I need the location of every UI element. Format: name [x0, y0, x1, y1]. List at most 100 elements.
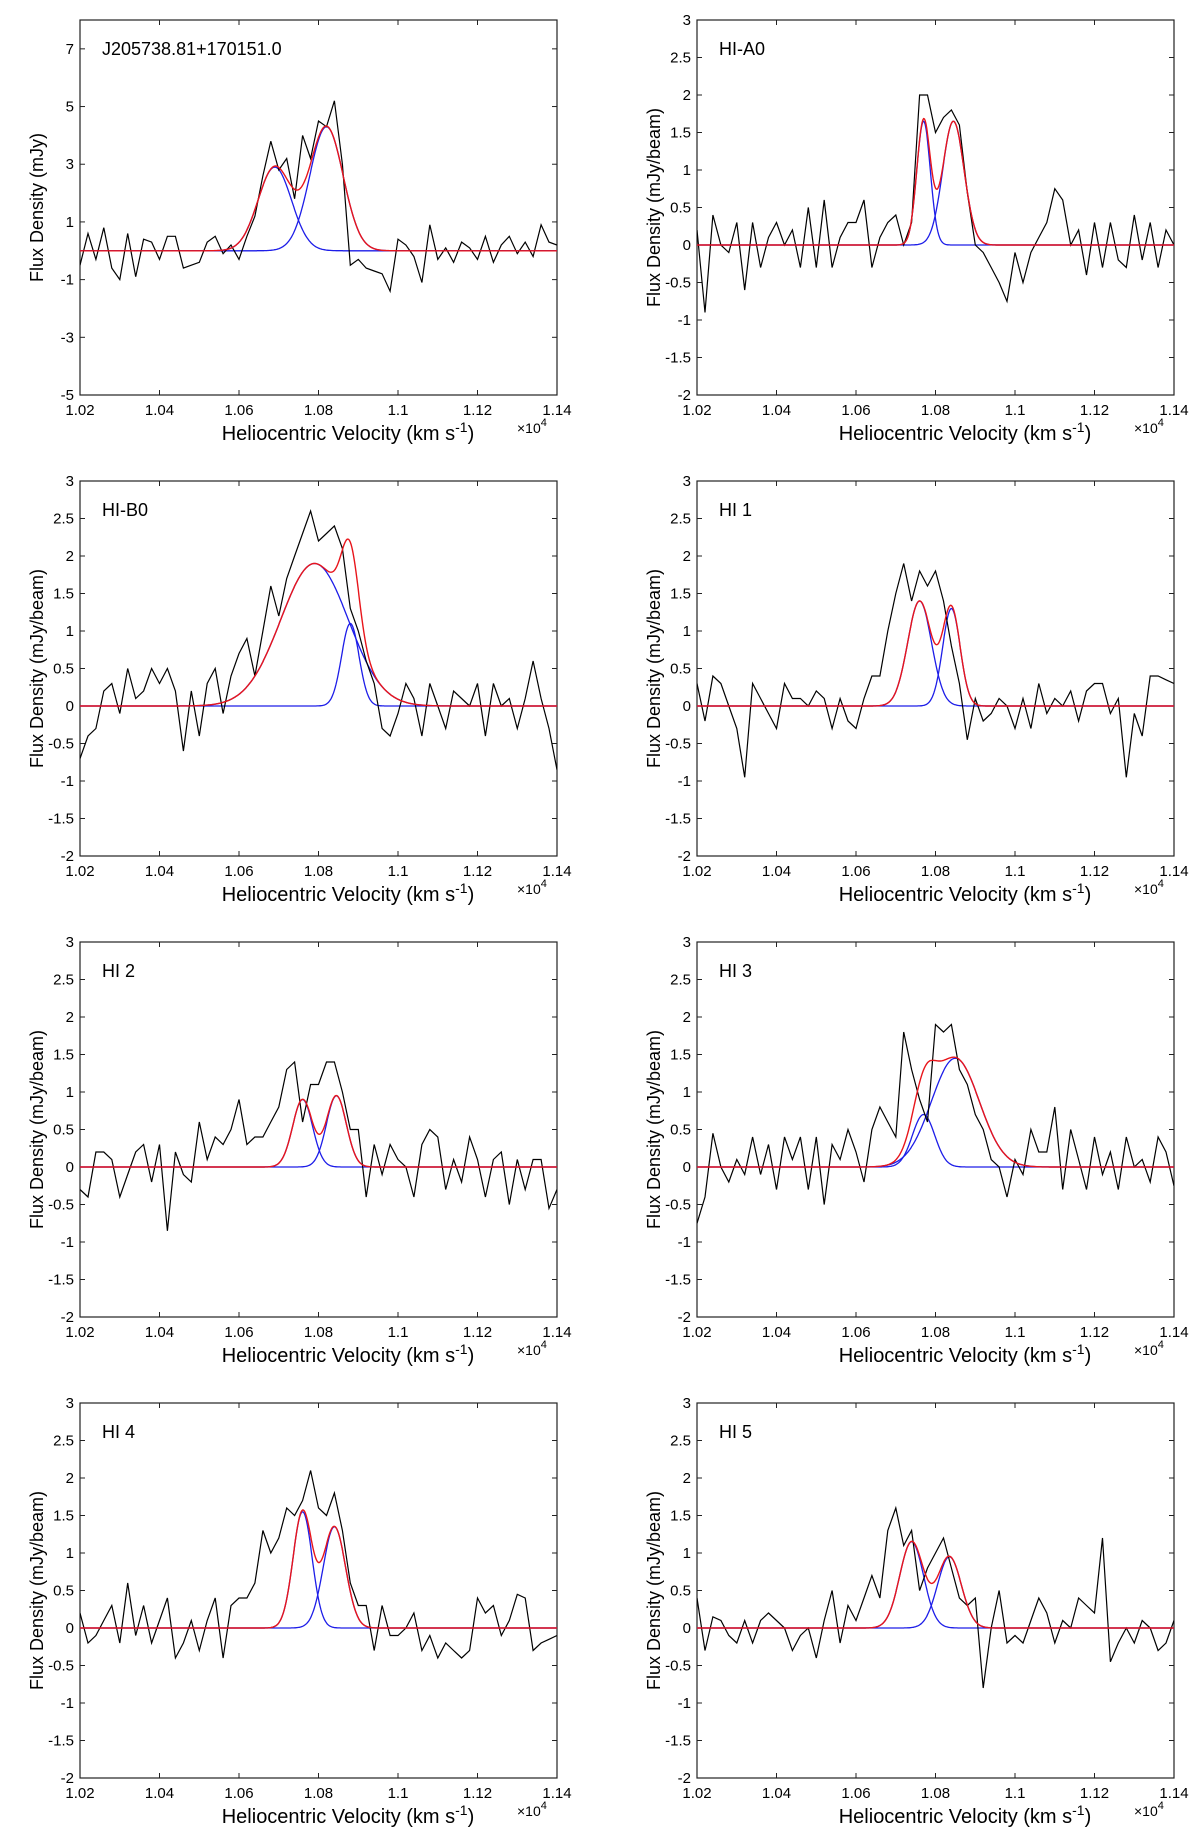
y-tick-label: 1.5	[53, 586, 74, 603]
plot-frame	[79, 941, 558, 1318]
panel-title: HI-A0	[719, 39, 765, 59]
observed-spectrum	[80, 100, 557, 294]
y-tick-label: 2.5	[53, 511, 74, 528]
panel-title: HI 3	[719, 961, 752, 981]
plot-area	[697, 1505, 1174, 1689]
y-tick-label: 2	[66, 1470, 74, 1487]
y-tick-label: 2	[66, 1009, 74, 1026]
y-tick-label: 0	[66, 698, 74, 715]
y-tick-label: 2.5	[53, 1433, 74, 1450]
panel-1: 1.02 1.04 1.06 1.08 1.1 1.12 1.14 -5 -3 -1 1 3 5 7 Hel…	[27, 19, 572, 445]
gaussian-component-2	[80, 126, 557, 252]
observed-spectrum	[697, 1023, 1174, 1224]
x-tick-label: 1.04	[145, 863, 174, 880]
y-tick-label: 0	[683, 1159, 691, 1176]
y-tick-label: -2	[61, 1309, 74, 1326]
x-tick-label: 1.14	[1159, 1324, 1188, 1341]
x-multiplier: ×104	[1134, 878, 1164, 897]
y-tick-label: -1	[61, 773, 74, 790]
x-tick-label: 1.08	[304, 1785, 333, 1802]
y-tick-label: 1.5	[670, 586, 691, 603]
x-tick-label: 1.1	[388, 863, 409, 880]
gaussian-component-1	[697, 1541, 1174, 1629]
y-tick-label: -3	[61, 329, 74, 346]
observed-spectrum	[80, 1470, 557, 1660]
plot-frame	[696, 19, 1175, 396]
y-tick-label: -0.5	[665, 275, 691, 292]
x-tick-label: 1.06	[224, 402, 253, 419]
y-axis-label: Flux Density (mJy/beam)	[644, 1030, 664, 1229]
y-tick-label: 2	[66, 548, 74, 565]
x-tick-label: 1.1	[388, 1324, 409, 1341]
x-tick-label: 1.04	[145, 1324, 174, 1341]
x-tick-label: 1.08	[921, 1324, 950, 1341]
y-tick-label: -1	[678, 1695, 691, 1712]
x-axis-label: Heliocentric Velocity (km s-1)	[839, 880, 1092, 906]
y-tick-label: 3	[66, 156, 74, 173]
y-tick-label: 1	[66, 214, 74, 231]
x-tick-label: 1.14	[1159, 1785, 1188, 1802]
x-tick-label: 1.12	[463, 863, 492, 880]
y-tick-label: -0.5	[48, 1197, 74, 1214]
x-tick-label: 1.1	[388, 1785, 409, 1802]
gaussian-component-2	[697, 120, 1174, 246]
x-tick-label: 1.1	[1005, 1785, 1026, 1802]
y-tick-label: 1	[683, 1545, 691, 1562]
panel-title: HI 5	[719, 1422, 752, 1442]
x-tick-label: 1.06	[841, 402, 870, 419]
y-tick-label: 7	[66, 41, 74, 58]
y-tick-label: 3	[66, 934, 74, 951]
y-tick-label: 1	[683, 623, 691, 640]
x-tick-label: 1.06	[224, 863, 253, 880]
y-tick-label: 0.5	[670, 661, 691, 678]
x-tick-label: 1.12	[1080, 402, 1109, 419]
panel-3: 1.02 1.04 1.06 1.08 1.1 1.12 1.14 -2 -1.5 -1 -0.5 0…	[27, 473, 572, 906]
y-tick-label: -1.5	[48, 1272, 74, 1289]
x-tick-label: 1.04	[762, 863, 791, 880]
y-tick-label: 3	[66, 1395, 74, 1412]
x-tick-label: 1.06	[224, 1785, 253, 1802]
y-tick-label: 1	[66, 1545, 74, 1562]
y-tick-label: 2.5	[670, 50, 691, 67]
total-fit	[697, 1540, 1174, 1629]
y-tick-label: 2	[683, 548, 691, 565]
y-tick-label: -1.5	[48, 811, 74, 828]
y-tick-label: -1.5	[665, 350, 691, 367]
x-axis-label: Heliocentric Velocity (km s-1)	[839, 1802, 1092, 1828]
x-tick-label: 1.14	[542, 1324, 571, 1341]
y-tick-label: 1.5	[53, 1047, 74, 1064]
plot-area	[697, 94, 1174, 313]
x-tick-label: 1.04	[145, 1785, 174, 1802]
x-tick-label: 1.02	[682, 402, 711, 419]
y-tick-label: 0	[683, 1620, 691, 1637]
y-tick-label: 2.5	[670, 511, 691, 528]
gaussian-component-1	[697, 1113, 1174, 1168]
y-axis-label: Flux Density (mJy/beam)	[644, 1491, 664, 1690]
y-tick-label: -1.5	[665, 811, 691, 828]
y-tick-label: 0.5	[53, 1122, 74, 1139]
x-tick-label: 1.1	[1005, 1324, 1026, 1341]
y-tick-label: 1	[66, 623, 74, 640]
y-tick-label: -1	[678, 1234, 691, 1251]
y-tick-label: 0.5	[53, 1583, 74, 1600]
y-tick-label: -2	[61, 1770, 74, 1787]
x-tick-label: 1.02	[65, 1785, 94, 1802]
plot-area	[697, 1023, 1174, 1224]
gaussian-component-1	[80, 562, 557, 707]
x-tick-label: 1.02	[682, 1785, 711, 1802]
x-tick-label: 1.06	[224, 1324, 253, 1341]
x-tick-label: 1.04	[762, 1324, 791, 1341]
total-fit	[697, 117, 1174, 246]
gaussian-component-1	[697, 600, 1174, 707]
x-tick-label: 1.06	[841, 863, 870, 880]
y-tick-label: 0	[683, 698, 691, 715]
y-tick-label: -0.5	[48, 1658, 74, 1675]
panel-title: HI 1	[719, 500, 752, 520]
plot-area	[697, 563, 1174, 778]
y-tick-label: 1.5	[670, 125, 691, 142]
x-tick-label: 1.02	[65, 402, 94, 419]
y-tick-label: 0.5	[670, 1122, 691, 1139]
panel-6: 1.02 1.04 1.06 1.08 1.1 1.12 1.14 -2 -1.5 -1 -0.5 0…	[644, 934, 1189, 1367]
y-axis-label: Flux Density (mJy/beam)	[644, 569, 664, 768]
x-tick-label: 1.08	[921, 863, 950, 880]
